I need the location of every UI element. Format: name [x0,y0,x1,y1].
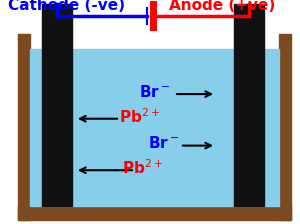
Bar [42,4,72,206]
Text: Pb$^{2+}$: Pb$^{2+}$ [119,107,160,126]
Bar [18,206,291,220]
Bar [18,34,30,220]
Text: Cathode (-ve): Cathode (-ve) [8,0,124,13]
Bar [279,34,291,220]
Text: Br$^-$: Br$^-$ [148,135,179,151]
Text: Pb$^{2+}$: Pb$^{2+}$ [122,159,163,177]
Text: Anode (+ve): Anode (+ve) [169,0,275,13]
Bar [234,4,264,206]
Text: Br$^-$: Br$^-$ [139,84,170,100]
Bar [30,49,279,206]
